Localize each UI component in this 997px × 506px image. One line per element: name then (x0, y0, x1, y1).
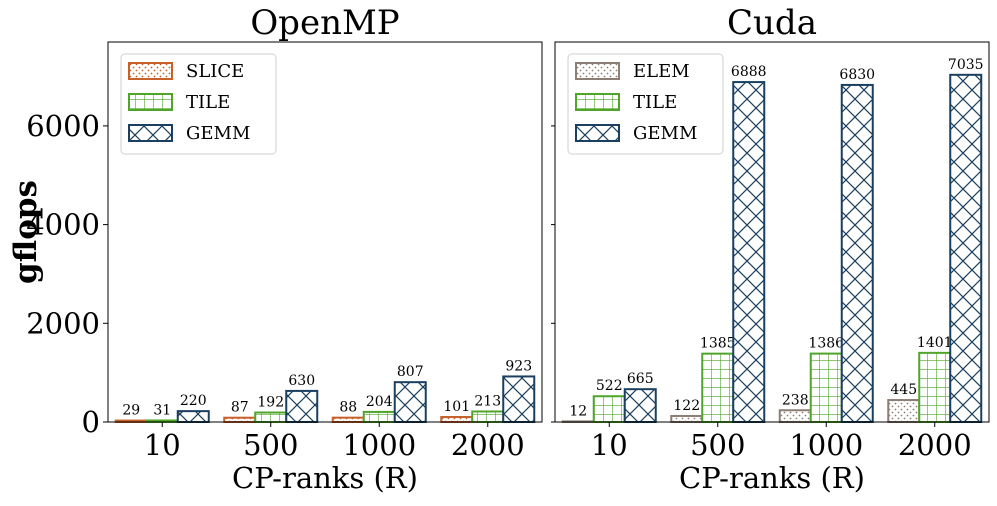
bar-elem-2000 (887, 399, 921, 424)
x-tick-label-2000: 2000 (451, 428, 525, 462)
bar-gemm-10 (623, 388, 657, 424)
data-label-elem-10: 12 (569, 403, 587, 419)
legend: ELEM TILE GEMM (567, 53, 724, 155)
legend-label-slice: SLICE (186, 61, 244, 82)
legend-swatch-gemm (128, 124, 173, 142)
bar-gemm-500 (285, 389, 319, 423)
bar-gemm-1000 (840, 83, 874, 424)
y-axis-label: gflops (8, 180, 44, 284)
data-label-gemm-2000: 7035 (948, 57, 984, 73)
bar-tile-1000 (809, 352, 843, 424)
plot-frame (107, 41, 543, 423)
data-label-gemm-1000: 807 (397, 364, 424, 380)
data-label-gemm-1000: 6830 (839, 67, 875, 83)
legend-label-elem: ELEM (633, 61, 690, 82)
data-label-tile-500: 1385 (700, 336, 736, 352)
data-label-tile-1000: 1386 (808, 336, 844, 352)
y-tick-label-6000: 6000 (26, 109, 100, 143)
legend-swatch-gemm (575, 124, 620, 142)
legend: SLICE TILE GEMM (120, 53, 277, 155)
x-tick-label-500: 500 (690, 428, 745, 462)
y-tick-label-0: 0 (82, 405, 100, 439)
bar-tile-500 (254, 411, 288, 424)
bar-tile-1000 (362, 410, 396, 423)
legend-label-gemm: GEMM (633, 123, 697, 144)
data-label-tile-10: 31 (153, 402, 171, 418)
data-label-gemm-500: 6888 (731, 64, 767, 80)
data-label-tile-2000: 1401 (917, 335, 953, 351)
legend-label-tile: TILE (186, 92, 230, 113)
x-tick-label-10: 10 (144, 428, 181, 462)
data-label-tile-1000: 204 (366, 394, 393, 410)
bar-elem-1000 (778, 409, 812, 424)
x-axis-label: CP-ranks (R) (232, 461, 418, 495)
bar-slice-2000 (440, 416, 474, 424)
data-label-slice-2000: 101 (443, 399, 470, 415)
legend-swatch-elem (575, 62, 620, 80)
bar-slice-1000 (331, 416, 365, 423)
legend-swatch-tile (128, 93, 173, 111)
data-label-slice-1000: 88 (339, 400, 357, 416)
data-label-gemm-500: 630 (288, 373, 315, 389)
data-label-tile-10: 522 (596, 378, 623, 394)
bar-gemm-2000 (949, 73, 983, 424)
legend-swatch-tile (575, 93, 620, 111)
bar-gemm-10 (176, 410, 210, 423)
bar-gemm-1000 (393, 381, 427, 423)
legend-swatch-slice (128, 62, 173, 80)
data-label-tile-500: 192 (257, 395, 284, 411)
bar-tile-2000 (918, 351, 952, 423)
x-tick-label-10: 10 (591, 428, 628, 462)
panel-cuda: 12 522 665 10 122 1385 6888 500 238 1386 6830 1000 4… (551, 3, 990, 495)
bar-tile-2000 (471, 410, 505, 423)
x-tick-label-1000: 1000 (789, 428, 863, 462)
bar-slice-500 (223, 416, 257, 423)
x-tick-label-500: 500 (243, 428, 298, 462)
bar-gemm-2000 (502, 375, 536, 423)
data-label-slice-10: 29 (122, 403, 140, 419)
data-label-elem-2000: 445 (890, 382, 917, 398)
bar-tile-500 (701, 352, 735, 423)
x-tick-label-2000: 2000 (898, 428, 972, 462)
data-label-gemm-10: 220 (180, 393, 207, 409)
data-label-slice-500: 87 (231, 400, 249, 416)
data-label-gemm-10: 665 (627, 371, 654, 387)
x-tick-label-1000: 1000 (342, 428, 416, 462)
plot-frame (554, 41, 990, 423)
data-label-elem-500: 122 (673, 398, 700, 414)
legend-label-tile: TILE (633, 92, 677, 113)
data-label-tile-2000: 213 (474, 393, 501, 409)
x-axis-label: CP-ranks (R) (679, 461, 865, 495)
bar-gemm-500 (732, 81, 766, 423)
bar-elem-500 (670, 414, 704, 423)
bar-tile-10 (592, 395, 626, 423)
data-label-gemm-2000: 923 (505, 358, 532, 374)
legend-label-gemm: GEMM (186, 123, 250, 144)
y-tick-label-2000: 2000 (26, 306, 100, 340)
chart-title-cuda: Cuda (727, 3, 817, 43)
y-tick-label-4000: 4000 (26, 208, 100, 242)
chart-title-openmp: OpenMP (250, 3, 399, 43)
data-label-elem-1000: 238 (782, 392, 809, 408)
